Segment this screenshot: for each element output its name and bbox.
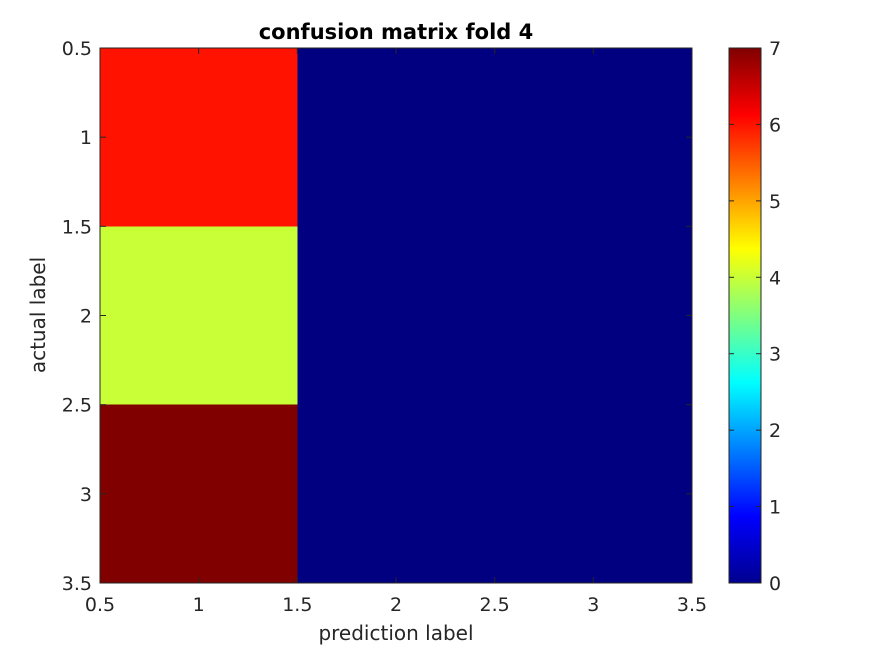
colorbar-gradient: [728, 47, 762, 584]
heatmap-cell-r1-c2: [297, 48, 495, 227]
y-tick-label: 2: [80, 306, 92, 328]
x-tick-label: 1: [193, 594, 205, 616]
x-tick-label: 1.5: [282, 594, 312, 616]
x-tick-label: 2.5: [480, 594, 510, 616]
y-tick-label: 2.5: [62, 395, 92, 417]
colorbar-tick-label: 0: [769, 573, 781, 595]
heatmap-cell-r2-c1: [100, 226, 298, 405]
x-axis-ticks: 0.5 1 1.5 2 2.5 3 3.5: [85, 48, 707, 616]
x-tick-label: 0.5: [85, 594, 115, 616]
y-tick-label: 0.5: [62, 38, 92, 60]
colorbar-tick-label: 5: [769, 191, 781, 213]
heatmap-cell-r2-c2: [297, 226, 495, 405]
colorbar-tick-label: 3: [769, 344, 781, 366]
x-tick-label: 3: [587, 594, 599, 616]
heatmap-cell-r1-c3: [494, 48, 692, 227]
y-axis-ticks: 0.5 1 1.5 2 2.5 3 3.5: [62, 38, 692, 595]
heatmap-cell-r1-c1: [100, 48, 298, 227]
colorbar: 0 1 2 3 4 5 6 7: [728, 38, 781, 595]
heatmap-cell-r3-c1: [100, 404, 298, 583]
y-axis-label: actual label: [26, 257, 50, 373]
colorbar-tick-label: 4: [769, 267, 781, 289]
x-axis-label: prediction label: [318, 621, 473, 645]
y-tick-label: 1: [80, 127, 92, 149]
colorbar-ticks: 0 1 2 3 4 5 6 7: [729, 38, 781, 595]
heatmap-cell-r3-c3: [494, 404, 692, 583]
heatmap-cells: [100, 48, 692, 583]
x-tick-label: 2: [390, 594, 402, 616]
y-tick-label: 3: [80, 484, 92, 506]
y-tick-label: 3.5: [62, 573, 92, 595]
heatmap-cell-r2-c3: [494, 226, 692, 405]
y-tick-label: 1.5: [62, 216, 92, 238]
colorbar-tick-label: 1: [769, 497, 781, 519]
chart-title: confusion matrix fold 4: [259, 20, 534, 44]
colorbar-tick-label: 2: [769, 420, 781, 442]
colorbar-tick-label: 7: [769, 38, 781, 60]
x-tick-label: 3.5: [677, 594, 707, 616]
colorbar-tick-label: 6: [769, 114, 781, 136]
heatmap-cell-r3-c2: [297, 404, 495, 583]
